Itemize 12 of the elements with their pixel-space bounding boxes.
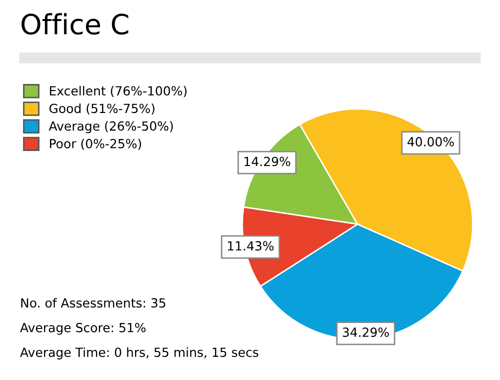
data-label: 40.00% [408, 137, 454, 146]
text: Average Score: 51% [20, 322, 146, 335]
data-label: 34.29% [342, 328, 389, 337]
legend-label: Poor (0%-25%) [50, 138, 142, 150]
legend-label: Excellent (76%-100%) [50, 86, 187, 98]
data-label: 11.43% [228, 241, 274, 251]
legend-label: Good (51%-75%) [49, 103, 154, 115]
text: Average Time: 0 hrs, 55 mins, 15 secs [20, 347, 258, 360]
text: No. of Assessments: 35 [21, 298, 166, 308]
chart-title: Office C [22, 13, 128, 35]
legend-label: Average (26%-50%) [48, 121, 173, 134]
data-label: 14.29% [244, 156, 290, 166]
